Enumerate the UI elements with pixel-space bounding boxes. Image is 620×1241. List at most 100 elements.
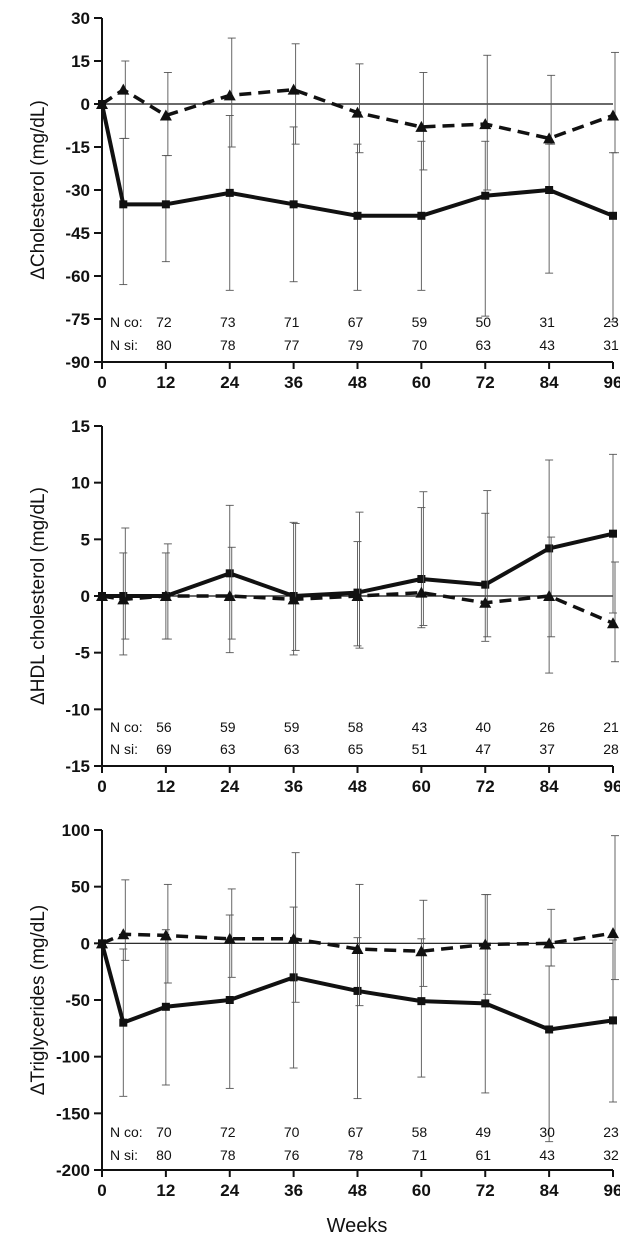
data-point-square <box>417 575 426 583</box>
x-tick-label: 96 <box>604 777 620 796</box>
y-tick-label: 15 <box>71 417 90 436</box>
data-point-square <box>545 1025 554 1034</box>
y-tick-label: 0 <box>81 934 90 953</box>
data-point-triangle <box>287 932 300 944</box>
y-tick-label: -15 <box>65 138 90 157</box>
n-count-value: 40 <box>475 719 491 735</box>
data-point-triangle <box>543 590 556 601</box>
n-count-value: 26 <box>539 719 555 735</box>
data-point-square <box>225 188 234 197</box>
data-point-triangle <box>607 109 619 121</box>
n-row-label: N co: <box>110 314 143 330</box>
data-point-square <box>545 186 554 194</box>
data-point-triangle <box>287 593 300 605</box>
data-point-square <box>161 200 170 209</box>
n-row-label: N co: <box>110 1124 143 1140</box>
x-tick-label: 36 <box>284 777 303 796</box>
data-point-square <box>481 580 490 589</box>
n-count-value: 51 <box>412 741 428 757</box>
n-count-value: 61 <box>475 1147 491 1163</box>
y-tick-label: -15 <box>65 757 90 776</box>
data-point-triangle <box>223 932 236 944</box>
n-count-value: 63 <box>475 337 491 353</box>
n-count-value: 47 <box>475 741 491 757</box>
n-count-value: 78 <box>348 1147 364 1163</box>
y-tick-label: 10 <box>71 474 90 493</box>
y-tick-label: -60 <box>65 267 90 286</box>
y-tick-label: 50 <box>71 878 90 897</box>
n-row-label: N si: <box>110 337 138 353</box>
n-count-value: 73 <box>220 314 236 330</box>
n-count-value: 78 <box>220 1147 236 1163</box>
data-point-triangle <box>223 89 236 101</box>
n-count-value: 58 <box>412 1124 428 1140</box>
y-tick-label: -75 <box>65 310 90 329</box>
n-count-value: 72 <box>156 314 172 330</box>
n-count-value: 67 <box>348 314 364 330</box>
data-point-triangle <box>351 106 364 118</box>
x-tick-label: 0 <box>97 373 106 392</box>
n-count-value: 71 <box>412 1147 428 1163</box>
y-tick-label: 0 <box>81 95 90 114</box>
data-point-square <box>417 211 426 220</box>
x-tick-label: 0 <box>97 1181 106 1200</box>
n-count-value: 59 <box>284 719 300 735</box>
data-point-triangle <box>543 132 556 144</box>
x-tick-label: 96 <box>604 373 620 392</box>
data-point-triangle <box>351 943 364 954</box>
n-count-value: 80 <box>156 337 172 353</box>
x-tick-label: 24 <box>220 373 239 392</box>
n-count-value: 43 <box>412 719 428 735</box>
x-tick-label: 48 <box>348 373 367 392</box>
data-point-square <box>609 1016 617 1025</box>
data-point-square <box>119 1018 128 1027</box>
n-count-value: 72 <box>220 1124 236 1140</box>
x-tick-label: 84 <box>540 777 559 796</box>
n-count-value: 50 <box>475 314 491 330</box>
data-point-triangle <box>159 590 172 601</box>
n-count-value: 78 <box>220 337 236 353</box>
data-point-triangle <box>96 98 108 109</box>
y-tick-label: -90 <box>65 353 90 372</box>
n-count-value: 30 <box>539 1124 555 1140</box>
n-count-value: 71 <box>284 314 300 330</box>
n-count-value: 32 <box>603 1147 619 1163</box>
hdl-cholesterol-panel: 15 10 5 0 -5 -10 -15 0 12 24 36 48 60 72 84 96 ΔHDL chol… <box>28 417 620 796</box>
data-point-square <box>161 1002 170 1011</box>
x-tick-label: 24 <box>220 777 239 796</box>
x-tick-label: 12 <box>156 1181 175 1200</box>
y-tick-label: 15 <box>71 52 90 71</box>
data-point-triangle <box>223 590 236 601</box>
data-point-square <box>225 569 234 578</box>
x-tick-label: 72 <box>476 373 495 392</box>
series-line-dashed <box>101 931 614 954</box>
x-tick-label: 12 <box>156 777 175 796</box>
n-row-label: N si: <box>110 1147 138 1163</box>
x-tick-label: 36 <box>284 1181 303 1200</box>
x-tick-label: 60 <box>412 373 431 392</box>
y-tick-label: 100 <box>62 821 90 840</box>
data-point-square <box>353 986 362 995</box>
x-tick-label: 96 <box>604 1181 620 1200</box>
n-count-value: 23 <box>603 314 619 330</box>
data-point-triangle <box>159 109 172 121</box>
series-line-solid <box>100 103 614 218</box>
y-tick-label: -5 <box>75 644 90 663</box>
y-axis-label: ΔHDL cholesterol (mg/dL) <box>28 487 49 705</box>
y-tick-label: -30 <box>65 181 90 200</box>
data-point-square <box>545 544 554 553</box>
y-axis-label: ΔCholesterol (mg/dL) <box>28 100 49 280</box>
n-count-value: 59 <box>412 314 428 330</box>
data-point-triangle <box>543 937 556 949</box>
y-tick-label: -45 <box>65 224 90 243</box>
x-tick-label: 72 <box>476 777 495 796</box>
n-count-value: 70 <box>284 1124 300 1140</box>
n-count-value: 77 <box>284 337 300 353</box>
data-point-triangle <box>96 937 108 949</box>
data-point-square <box>119 200 128 209</box>
n-count-value: 59 <box>220 719 236 735</box>
data-point-triangle <box>117 593 130 605</box>
x-tick-label: 36 <box>284 373 303 392</box>
x-tick-label: 48 <box>348 777 367 796</box>
